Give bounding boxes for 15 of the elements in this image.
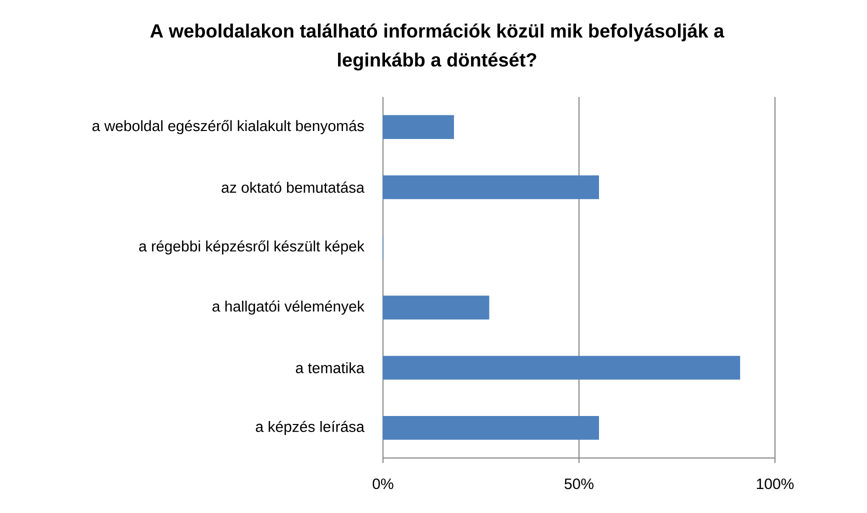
bar [382,416,599,440]
y-tick-label: a tematika [296,362,364,374]
y-tick-label: az oktató bemutatása [222,182,364,193]
bar [382,296,490,320]
y-tick-label: a régebbi képzésről készült képek [139,240,364,254]
y-tick-label: a weboldal egészéről kialakult benyomás [92,120,364,134]
bar [382,356,740,380]
chart-title: A weboldalakon található információk közül mik befolyásolják a leginkább a döntését? [150,24,724,70]
bar [382,115,454,139]
x-tick-label: 50% [564,478,594,490]
y-tick-label: a hallgatói vélemények [212,300,364,315]
x-tick-label: 100% [756,478,794,490]
x-tick-label: 0% [372,478,394,490]
bar [382,175,599,200]
y-tick-label: a képzés leírása [256,420,364,435]
